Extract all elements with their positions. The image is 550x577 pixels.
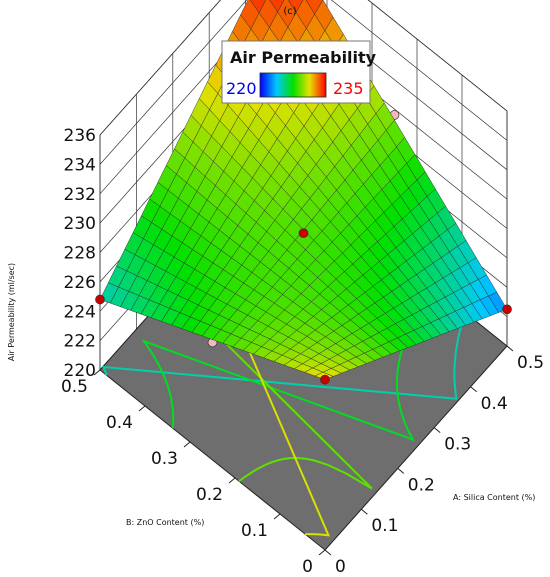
- legend-title: Air Permeability: [230, 48, 377, 67]
- x-tick-label-5: 0.5: [517, 353, 544, 373]
- design-point-0: [320, 374, 330, 385]
- x-tick-mark-3: [433, 427, 441, 433]
- x-tick-mark-0: [324, 549, 332, 556]
- x-tick-mark-2: [397, 468, 405, 474]
- legend-max-label: 235: [333, 79, 364, 98]
- y-axis-label: B: ZnO Content (%): [126, 518, 204, 527]
- legend-color-bar: [259, 72, 327, 98]
- design-point-4: [298, 228, 309, 239]
- wall-gridline-z-8: [99, 0, 508, 136]
- surface-cell: [287, 0, 304, 13]
- surface-cell: [277, 0, 297, 28]
- response-surface: [99, 0, 508, 380]
- wall-gridline-z-6: [99, 0, 508, 195]
- z-tick-label-8: 236: [64, 126, 96, 146]
- y-tick-mark-5: [93, 369, 101, 376]
- surface-cell: [258, 0, 278, 28]
- z-axis-label: Air Permeability (ml/sec): [7, 263, 16, 361]
- design-point-2: [95, 294, 105, 305]
- surface-cell: [269, 0, 285, 13]
- legend-min-label: 220: [226, 79, 257, 98]
- design-point-1: [502, 304, 512, 315]
- x-tick-label-3: 0.3: [444, 435, 471, 455]
- z-tick-label-7: 234: [64, 155, 96, 175]
- legend: Air Permeability 220 235: [221, 40, 377, 104]
- y-tick-label-0: 0: [302, 557, 313, 577]
- tick-labels: 220 222 224 226 228 230 232 234 236 0 0.1 0.2 0.3 0.4…: [61, 126, 544, 577]
- wall-gridline-z-7: [99, 0, 508, 165]
- y-tick-label-3: 0.3: [151, 449, 178, 469]
- z-tick-label-2: 224: [64, 302, 96, 322]
- x-tick-mark-4: [470, 386, 477, 393]
- y-tick-mark-4: [138, 405, 146, 412]
- z-tick-label-1: 222: [64, 332, 96, 352]
- panel-label: (c): [283, 6, 296, 17]
- z-tick-label-4: 228: [64, 244, 96, 264]
- y-tick-mark-1: [273, 513, 281, 520]
- y-tick-label-1: 0.1: [241, 521, 268, 541]
- x-axis-label: A: Silica Content (%): [453, 493, 535, 502]
- y-tick-mark-0: [318, 549, 326, 556]
- surface-cell: [314, 0, 334, 32]
- x-tick-label-2: 0.2: [408, 475, 435, 495]
- y-tick-label-2: 0.2: [196, 485, 223, 505]
- x-tick-mark-5: [506, 345, 514, 352]
- y-tick-label-5: 0.5: [61, 377, 88, 397]
- z-tick-label-3: 226: [64, 273, 96, 293]
- surface-cell: [240, 0, 260, 30]
- y-tick-mark-3: [183, 441, 191, 448]
- surface-cell: [305, 0, 324, 15]
- design-points-above: [95, 228, 512, 385]
- y-tick-label-4: 0.4: [106, 413, 133, 433]
- x-tick-label-1: 0.1: [371, 516, 398, 536]
- x-tick-label-4: 0.4: [481, 394, 508, 414]
- x-tick-mark-1: [361, 508, 368, 515]
- surface-cell: [295, 0, 315, 29]
- z-tick-label-6: 232: [64, 185, 96, 205]
- x-tick-label-0: 0: [335, 557, 346, 577]
- y-tick-mark-2: [228, 477, 236, 484]
- z-tick-label-5: 230: [64, 214, 96, 234]
- surface-cell: [250, 0, 266, 14]
- z-tick-label-0: 220: [64, 361, 96, 381]
